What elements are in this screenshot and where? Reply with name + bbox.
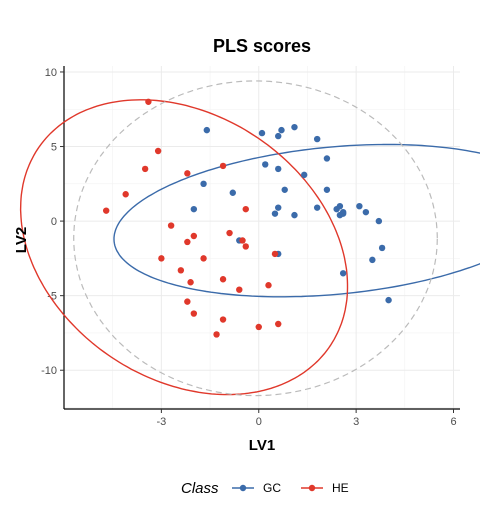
point-he xyxy=(102,207,110,214)
point-he xyxy=(219,162,227,170)
point-gc xyxy=(258,129,266,137)
y-axis-title: LV2 xyxy=(13,227,30,253)
legend-label: GC xyxy=(263,481,281,495)
point-gc xyxy=(275,165,282,173)
point-he xyxy=(190,310,198,317)
point-gc xyxy=(323,186,331,193)
y-tick-label: 5 xyxy=(51,142,57,154)
point-he xyxy=(275,320,282,328)
x-axis-title: LV1 xyxy=(249,437,275,454)
point-he xyxy=(271,250,279,258)
point-gc xyxy=(203,126,211,134)
legend-title: Class xyxy=(181,480,219,497)
point-he xyxy=(213,331,220,338)
point-gc xyxy=(378,244,386,252)
point-gc xyxy=(362,208,370,216)
point-he xyxy=(226,229,233,237)
point-gc xyxy=(339,210,347,217)
x-tick-label: 3 xyxy=(353,416,359,428)
point-gc xyxy=(339,270,347,277)
point-gc xyxy=(275,204,282,211)
point-gc xyxy=(375,217,383,225)
point-he xyxy=(242,243,249,250)
point-he xyxy=(154,147,162,155)
ellipse-gc xyxy=(113,143,480,298)
legend-item-gc: GC xyxy=(232,481,281,495)
legend-key-point xyxy=(239,484,247,492)
legend-label: HE xyxy=(332,481,349,495)
point-he xyxy=(184,170,191,177)
point-he xyxy=(242,205,249,213)
legend: Class GC HE xyxy=(181,480,349,497)
point-he xyxy=(145,98,152,105)
point-he xyxy=(184,238,191,246)
point-gc xyxy=(190,205,198,213)
legend-key-point xyxy=(308,484,316,492)
point-he xyxy=(167,222,175,229)
point-gc xyxy=(356,202,363,210)
point-he xyxy=(177,267,185,274)
point-gc xyxy=(291,123,298,131)
point-gc xyxy=(291,211,298,219)
point-he xyxy=(158,255,165,262)
point-he xyxy=(200,255,207,262)
point-gc xyxy=(229,189,236,196)
point-gc xyxy=(281,186,288,193)
point-gc xyxy=(278,126,285,134)
point-he xyxy=(219,316,227,323)
point-gc xyxy=(300,171,308,179)
point-gc xyxy=(385,296,392,304)
x-tick-label: 0 xyxy=(256,416,262,428)
point-he xyxy=(265,282,272,289)
point-gc xyxy=(275,132,282,140)
x-tick-label: 6 xyxy=(450,416,456,428)
point-gc xyxy=(323,155,331,162)
x-tick-label: -3 xyxy=(156,416,166,428)
legend-item-he: HE xyxy=(301,481,349,495)
ellipse-he xyxy=(19,99,349,396)
point-gc xyxy=(271,210,279,217)
point-he xyxy=(187,279,194,286)
point-gc xyxy=(313,135,321,143)
y-tick-label: 10 xyxy=(45,67,57,79)
point-he xyxy=(219,276,227,283)
point-he xyxy=(141,165,149,173)
chart-title: PLS scores xyxy=(213,36,311,56)
y-tick-label: -10 xyxy=(41,365,57,377)
y-tick-label: 0 xyxy=(51,216,57,228)
point-he xyxy=(239,237,246,244)
point-he xyxy=(236,286,243,293)
point-gc xyxy=(262,161,269,168)
plot-panel: -3 0 3 6 -10 -5 0 5 10 xyxy=(19,66,480,428)
point-gc xyxy=(369,256,376,264)
point-he xyxy=(184,298,191,305)
point-he xyxy=(190,232,198,240)
point-he xyxy=(255,323,262,331)
point-he xyxy=(122,191,129,198)
y-tick-label: -5 xyxy=(47,291,57,303)
point-gc xyxy=(200,180,207,188)
point-gc xyxy=(333,205,340,213)
overall-ellipse xyxy=(73,80,438,397)
point-gc xyxy=(313,204,321,211)
